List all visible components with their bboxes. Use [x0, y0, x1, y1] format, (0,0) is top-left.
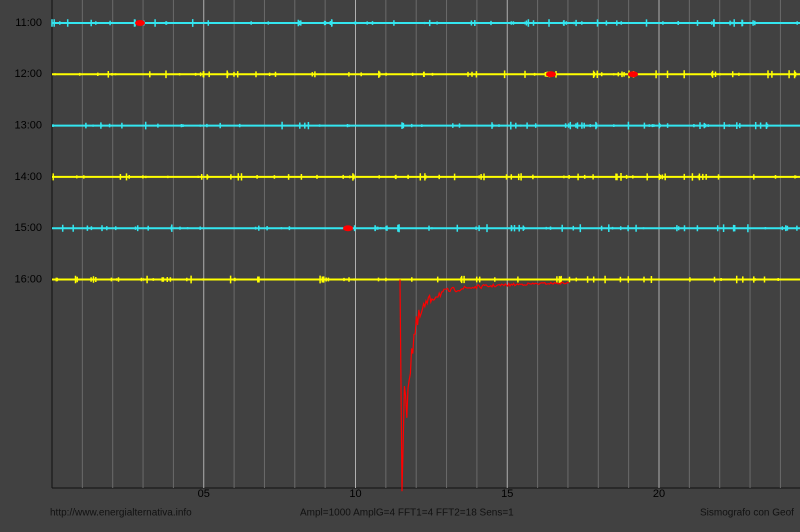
trace-label: 14:00	[14, 171, 42, 183]
trace-noise	[51, 19, 798, 27]
trace-noise	[52, 121, 769, 130]
trace-event	[135, 20, 145, 26]
x-tick-label: 15	[501, 488, 513, 500]
trace-label: 12:00	[14, 68, 42, 80]
trace-label: 11:00	[15, 17, 42, 29]
trace-label: 15:00	[14, 222, 42, 234]
quake-signal	[399, 279, 570, 492]
grid	[81, 0, 781, 488]
footer-credit: Sismografo con Geof	[700, 508, 794, 519]
trace-noise	[52, 173, 797, 181]
footer-settings: Ampl=1000 AmplG=4 FFT1=4 FFT2=18 Sens=1	[300, 508, 514, 519]
traces	[51, 19, 800, 492]
x-tick-label: 20	[653, 488, 665, 500]
trace-noise	[61, 224, 798, 233]
trace-event	[343, 225, 353, 232]
x-tick-label: 10	[349, 488, 361, 500]
trace-label: 16:00	[14, 273, 42, 285]
trace-label: 13:00	[14, 120, 42, 132]
trace-event	[628, 71, 638, 78]
trace-noise	[55, 275, 779, 284]
x-tick-label: 05	[198, 488, 210, 500]
trace-noise	[54, 70, 797, 79]
trace-event	[546, 71, 556, 78]
footer-url: http://www.energialternativa.info	[50, 508, 192, 519]
